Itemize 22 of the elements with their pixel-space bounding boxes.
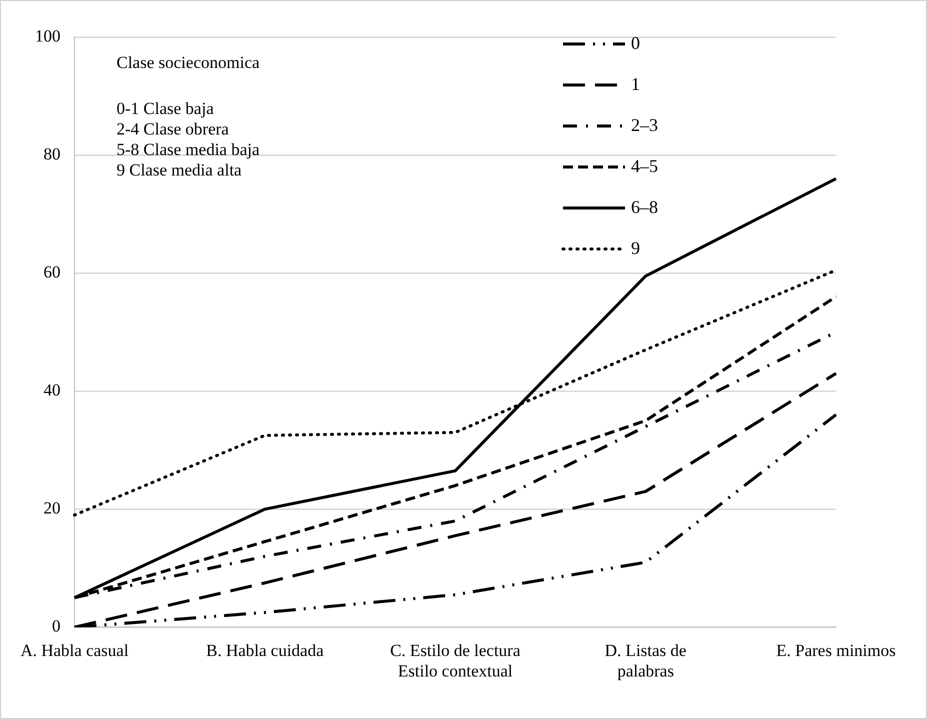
legend-label: 4–5 [631, 156, 658, 177]
legend-label: 2–3 [631, 115, 658, 136]
y-tick-label: 40 [44, 380, 60, 400]
x-tick-label: B. Habla cuidada [206, 640, 324, 660]
legend-label: 1 [631, 74, 640, 95]
y-tick-label: 0 [52, 616, 60, 636]
annotation: 5-8 Clase media baja [116, 140, 260, 159]
x-tick-label: E. Pares minimos [776, 640, 896, 660]
annotation: 0-1 Clase baja [116, 98, 214, 118]
legend-label: 9 [631, 238, 640, 259]
y-tick-label: 80 [44, 144, 60, 164]
x-tick-label: A. Habla casual [20, 640, 129, 660]
legend-label: 6–8 [631, 197, 658, 218]
annotation: 2-4 Clase obrera [116, 119, 230, 138]
annotation: Clase socieconomica [116, 52, 260, 72]
y-tick-label: 60 [44, 262, 60, 282]
y-tick-label: 100 [35, 26, 60, 46]
x-tick-label: C. Estilo de lectura Estilo contextual [390, 640, 521, 680]
annotation: 9 Clase media alta [116, 160, 242, 180]
y-tick-label: 20 [44, 498, 60, 518]
legend-label: 0 [631, 33, 640, 54]
x-tick-label: D. Listas de palabras [604, 640, 686, 680]
